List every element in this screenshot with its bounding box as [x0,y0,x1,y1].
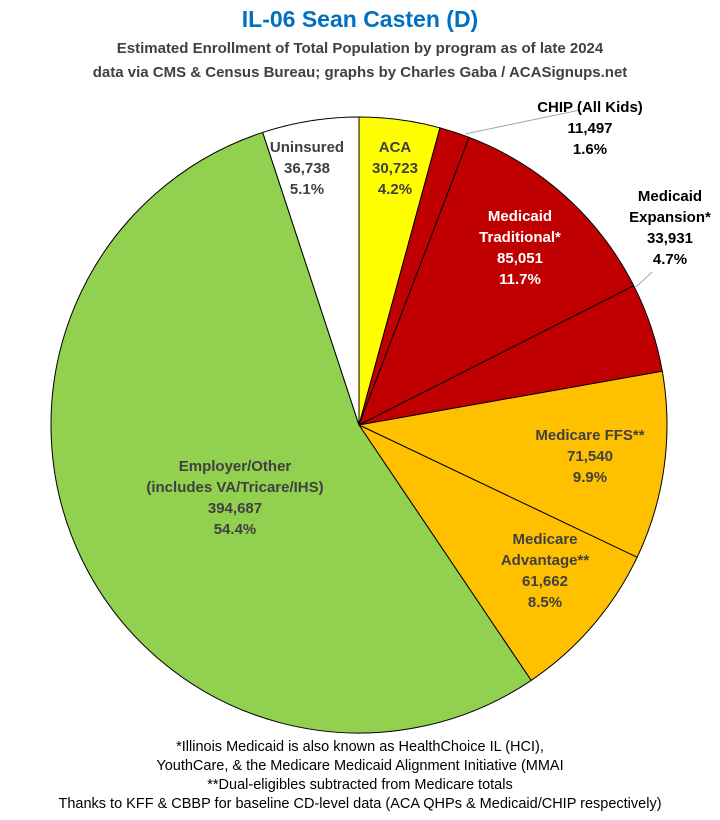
data-label-line: Traditional* [479,229,561,246]
data-label: Employer/Other (includes VA/Tricare/IHS) 3… [146,456,323,540]
data-label: Medicaid Traditional* 85,051 11.7% [479,206,561,290]
pie-slice-medicare-advantage [357,423,638,682]
data-label: Uninsured 36,738 5.1% [270,137,344,200]
data-label-line: 4.7% [652,251,688,268]
footnote-1: *Illinois Medicaid is also known as Heal… [176,739,544,755]
data-label-line: 33,931 [647,230,693,247]
data-label-line: 394,687 [207,500,263,517]
data-label-line: Medicare [512,531,578,548]
data-label-line: Employer/Other [178,458,292,475]
data-label-line: 11.7% [499,271,541,288]
leader-line-chip [464,109,581,135]
data-label: Medicare Advantage** 61,662 8.5% [501,529,589,613]
pie-slice-medicare-ffs [357,370,668,558]
data-label-line: Medicare FFS** [535,427,645,444]
data-label-line: CHIP (All Kids) [537,99,643,116]
data-label: Medicare FFS** 71,540 9.9% [535,425,644,488]
data-label-line: Medicaid [487,208,553,225]
data-label-line: (includes VA/Tricare/IHS) [146,479,324,496]
data-label-line: 61,662 [522,573,568,590]
data-label-line: 8.5% [527,594,563,611]
chart-subtitle-2: data via CMS & Census Bureau; graphs by … [92,64,628,81]
data-label-line: Uninsured [269,139,345,156]
footnote-3: **Dual-eligibles subtracted from Medicar… [207,777,513,793]
data-label-line: 9.9% [572,469,608,486]
data-label-line: Advantage** [500,552,590,569]
data-label-line: ACA [378,139,412,156]
leader-line-medicaid-expansion [635,271,653,288]
data-label: Medicaid Expansion* 33,931 4.7% [629,186,711,270]
data-label-line: 11,497 [567,120,613,137]
chart-title: IL-06 Sean Casten (D) [241,6,479,32]
footnote-4: Thanks to KFF & CBBP for baseline CD-lev… [58,796,662,812]
data-label-line: 36,738 [284,160,330,177]
pie-slice-employer-other-includes-va-tricare-ihs [50,131,532,734]
data-label-line: Expansion* [629,209,711,226]
pie-slice-medicaid-traditional [358,136,635,427]
data-label: CHIP (All Kids) 11,497 1.6% [537,97,643,160]
data-label-line: Medicaid [637,188,703,205]
data-label-line: 54.4% [213,521,257,538]
data-label-line: 1.6% [572,141,608,158]
footnote-2: YouthCare, & the Medicare Medicaid Align… [156,758,564,774]
pie-slice-uninsured [262,116,360,426]
data-label: ACA 30,723 4.2% [372,137,418,200]
data-label-line: 5.1% [289,181,325,198]
data-label-line: 85,051 [497,250,543,267]
chart-subtitle-1: Estimated Enrollment of Total Population… [116,40,604,57]
data-label-line: 71,540 [567,448,613,465]
data-label-line: 30,723 [372,160,418,177]
data-label-line: 4.2% [377,181,413,198]
